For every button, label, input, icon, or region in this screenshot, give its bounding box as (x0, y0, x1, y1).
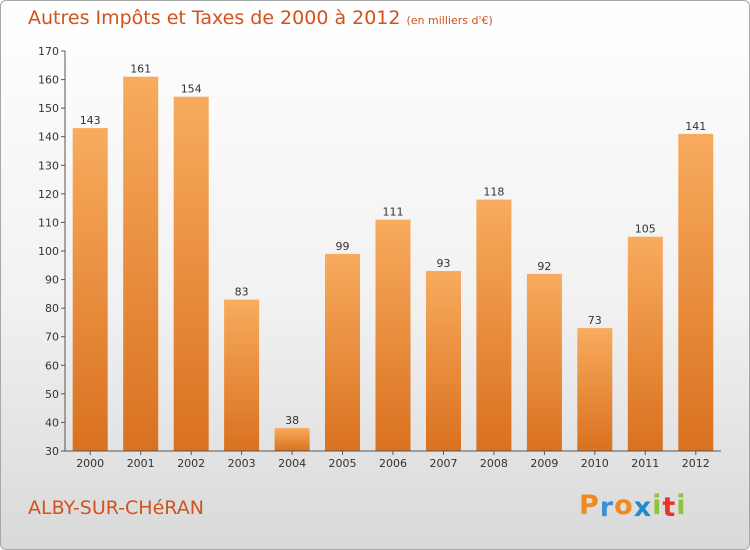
bar-2002 (173, 96, 209, 451)
data-label-2006: 111 (383, 206, 404, 219)
data-label-2005: 99 (336, 240, 350, 253)
logo-letter: t (662, 492, 677, 523)
logo-letter: i (676, 490, 687, 521)
y-tick-label: 40 (45, 416, 59, 429)
data-label-2009: 92 (537, 260, 551, 273)
data-label-2002: 154 (181, 83, 202, 96)
y-tick-label: 140 (38, 131, 59, 144)
title-unit: (en milliers d'€) (406, 14, 493, 27)
logo-letter: x (633, 492, 653, 523)
data-label-2001: 161 (130, 63, 151, 76)
data-label-2000: 143 (80, 114, 101, 127)
x-tick-label-2004: 2004 (278, 457, 306, 470)
y-tick-label: 90 (45, 274, 59, 287)
data-label-2008: 118 (483, 186, 504, 199)
y-tick-label: 110 (38, 216, 59, 229)
logo-letter: P (579, 490, 600, 521)
data-label-2004: 38 (285, 414, 299, 427)
x-tick-label-2000: 2000 (76, 457, 104, 470)
y-tick-label: 150 (38, 102, 59, 115)
y-axis: 30 40 50 60 70 80 90 100 110 120 130 140 150 160 170 (38, 45, 66, 458)
x-tick-label-2007: 2007 (430, 457, 458, 470)
proxiti-logo: Proxiti (579, 490, 687, 523)
bar-2001 (123, 76, 159, 451)
y-tick-label: 170 (38, 45, 59, 58)
data-label-2010: 73 (588, 314, 602, 327)
x-tick-label-2008: 2008 (480, 457, 508, 470)
bars: 143 161 154 83 38 99 111 93 118 92 73 105 141 (72, 63, 714, 451)
x-axis: 2000 2001 2002 2003 2004 2005 2006 2007 2008 2009… (65, 450, 721, 470)
x-tick-label-2012: 2012 (682, 457, 710, 470)
y-tick-label: 160 (38, 74, 59, 87)
data-label-2003: 83 (235, 286, 249, 299)
x-tick-label-2009: 2009 (530, 457, 558, 470)
bar-2012 (678, 133, 714, 451)
x-tick-label-2006: 2006 (379, 457, 407, 470)
data-label-2012: 141 (685, 120, 706, 133)
y-tick-label: 80 (45, 302, 59, 315)
x-tick-label-2001: 2001 (127, 457, 155, 470)
bar-2011 (627, 236, 663, 451)
y-tick-label: 50 (45, 388, 59, 401)
x-tick-label-2003: 2003 (228, 457, 256, 470)
y-tick-label: 70 (45, 331, 59, 344)
x-tick-label-2002: 2002 (177, 457, 205, 470)
commune-name: ALBY-SUR-CHéRAN (28, 497, 204, 519)
title-main: Autres Impôts et Taxes de 2000 à 2012 (28, 7, 401, 29)
logo-letter: o (614, 490, 634, 521)
bar-2004 (274, 428, 310, 451)
y-tick-label: 30 (45, 445, 59, 458)
bar-2000 (72, 128, 108, 451)
y-tick-label: 120 (38, 188, 59, 201)
y-tick-label: 130 (38, 159, 59, 172)
bar-2009 (526, 273, 562, 451)
bar-2007 (426, 271, 461, 451)
data-label-2011: 105 (635, 223, 656, 236)
y-tick-label: 100 (38, 245, 59, 258)
x-tick-label-2005: 2005 (329, 457, 357, 470)
chart-title: Autres Impôts et Taxes de 2000 à 2012 (en… (28, 7, 493, 29)
bar-2008 (476, 199, 512, 451)
bar-2005 (325, 253, 360, 451)
logo-letter: r (599, 492, 615, 523)
bar-2006 (375, 219, 411, 451)
logo-letter: i (652, 490, 663, 521)
x-tick-label-2011: 2011 (631, 457, 659, 470)
bar-2003 (224, 299, 260, 451)
data-label-2007: 93 (437, 257, 451, 270)
y-tick-label: 60 (45, 359, 59, 372)
bar-2010 (577, 328, 613, 451)
x-tick-label-2010: 2010 (581, 457, 609, 470)
